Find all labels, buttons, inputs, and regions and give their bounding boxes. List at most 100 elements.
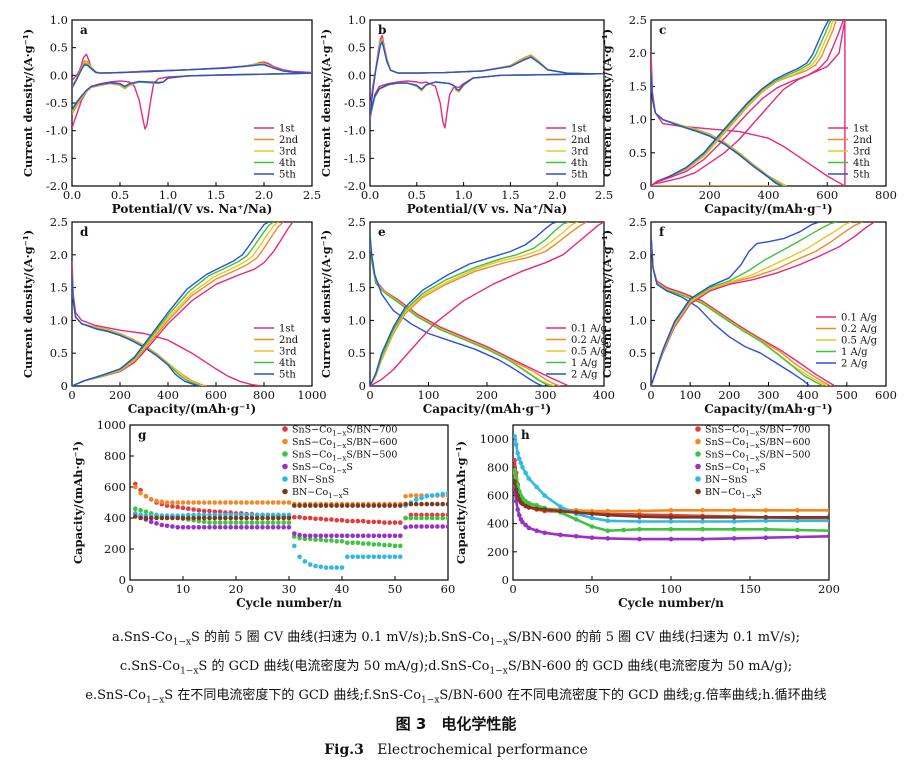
- legend-marker: [695, 451, 701, 457]
- data-point: [323, 565, 329, 570]
- legend-subscript: 1−x: [745, 467, 759, 475]
- data-point: [265, 525, 271, 530]
- charge-line-4: [72, 222, 274, 386]
- y-tick-label: 400: [104, 511, 126, 525]
- legend-text: SnS−Co: [705, 437, 745, 448]
- data-point: [260, 525, 265, 530]
- panel-letter: d: [80, 225, 89, 239]
- series-line-5: [651, 73, 782, 186]
- y-tick-label: 1.0: [629, 313, 647, 327]
- x-axis-label: Capacity/(mAh·g⁻¹): [704, 202, 833, 216]
- data-point: [180, 505, 186, 511]
- legend-text: S/BN−600: [759, 437, 810, 448]
- y-tick-label: 2.0: [629, 248, 647, 262]
- y-tick-label: 1.5: [629, 281, 647, 295]
- legend-label: 2 A/g: [571, 370, 598, 381]
- x-tick-label: 0.0: [361, 188, 379, 202]
- data-point: [355, 518, 361, 524]
- x-tick-label: 600: [875, 388, 897, 402]
- data-point: [196, 500, 202, 505]
- y-tick-label: 0: [640, 379, 647, 393]
- figure-panels: 0.0 0.5 1.0 1.5 2.0 2.5 -2.0 -1.5 -1.0 -0.5 0.0 0.5…: [21, 13, 897, 610]
- legend-label: 1st: [853, 124, 869, 135]
- x-tick-label: 0: [68, 388, 75, 402]
- legend-text: SnS−Co: [705, 450, 745, 461]
- data-point: [133, 506, 138, 512]
- x-tick-label: 40: [335, 582, 350, 596]
- panel-letter: h: [521, 428, 530, 442]
- data-point: [345, 518, 350, 524]
- series-line-5: [370, 41, 604, 117]
- data-point: [424, 515, 430, 521]
- plot-frame: [369, 19, 605, 187]
- data-point: [350, 554, 355, 560]
- data-point: [143, 515, 149, 521]
- data-point: [440, 515, 446, 521]
- legend-subscript: 1−x: [745, 430, 759, 438]
- series-line-4: [72, 274, 202, 386]
- data-point: [339, 539, 345, 544]
- caption-c-prefix: c.SnS-Co: [119, 659, 181, 674]
- data-point: [249, 525, 255, 530]
- panel-b: 0.0 0.5 1.0 1.5 2.0 2.5 -2.0 -1.5 -1.0 -0.5 0.0 0.5…: [319, 13, 613, 216]
- legend-text: S: [346, 462, 353, 473]
- data-point: [302, 515, 308, 521]
- data-point: [318, 533, 324, 539]
- legend-subscript: 1−x: [328, 492, 342, 500]
- series-line-2: [651, 235, 832, 386]
- x-tick-label: 300: [535, 388, 557, 402]
- y-tick-label: -1.5: [46, 151, 68, 165]
- legend-label: 1 A/g: [571, 358, 598, 369]
- data-point: [435, 524, 440, 529]
- y-tick-label: 0.0: [348, 68, 366, 82]
- data-point: [249, 520, 255, 525]
- x-tick-label: 0: [126, 582, 133, 596]
- y-tick-label: 1.0: [348, 13, 366, 27]
- legend-label: 3rd: [853, 147, 871, 158]
- charge-line-5: [370, 222, 558, 386]
- x-tick-label: 0.5: [111, 188, 129, 202]
- legend-label: 0.5 A/g: [841, 336, 878, 347]
- legend-label: SnS−Co1−xS/BN−600: [292, 437, 397, 450]
- data-point: [387, 533, 393, 539]
- y-tick-label: 1.5: [629, 79, 647, 93]
- data-point: [260, 515, 265, 521]
- data-point: [143, 509, 149, 515]
- data-point: [334, 533, 340, 539]
- data-point: [334, 503, 340, 508]
- data-point: [360, 518, 366, 524]
- caption-f-prefix: f.SnS-Co: [363, 688, 422, 703]
- legend-subscript: 1−x: [745, 455, 759, 463]
- data-point: [413, 515, 419, 521]
- y-tick-label: 1.5: [348, 281, 366, 295]
- legend-label: 0.5 A/g: [571, 347, 608, 358]
- data-point: [281, 500, 287, 505]
- data-point: [408, 501, 414, 507]
- data-point: [313, 563, 318, 569]
- data-point: [445, 515, 448, 521]
- data-point: [360, 503, 366, 508]
- x-tick-label: 200: [818, 582, 840, 596]
- caption-b-suffix: S/BN-600 的前 5 圈 CV 曲线(扫速为 0.1 mV/s);: [508, 630, 800, 645]
- data-point: [307, 562, 313, 567]
- caption-line-2: c.SnS-Co1−xS 的 GCD 曲线(电流密度为 50 mA/g);d.S…: [0, 655, 912, 677]
- legend-label: 5th: [279, 170, 296, 181]
- plot-area: [370, 222, 604, 386]
- data-point: [435, 492, 440, 498]
- legend-label: 3rd: [279, 147, 297, 158]
- x-tick-label: 600: [205, 388, 227, 402]
- legend-label: 3rd: [571, 147, 589, 158]
- data-point: [254, 500, 260, 505]
- data-point: [408, 524, 414, 529]
- data-point: [223, 525, 228, 530]
- y-axis-label: Current density/(A·g⁻¹): [600, 29, 614, 177]
- caption-c-sub: 1−x: [180, 666, 199, 677]
- x-tick-label: 150: [739, 582, 761, 596]
- legend-label: 4th: [279, 158, 296, 169]
- data-point: [413, 497, 419, 502]
- data-point: [212, 520, 218, 525]
- series-line-4: [370, 235, 552, 386]
- data-point: [376, 503, 382, 508]
- data-point: [217, 515, 223, 521]
- charge-line-4: [651, 20, 830, 186]
